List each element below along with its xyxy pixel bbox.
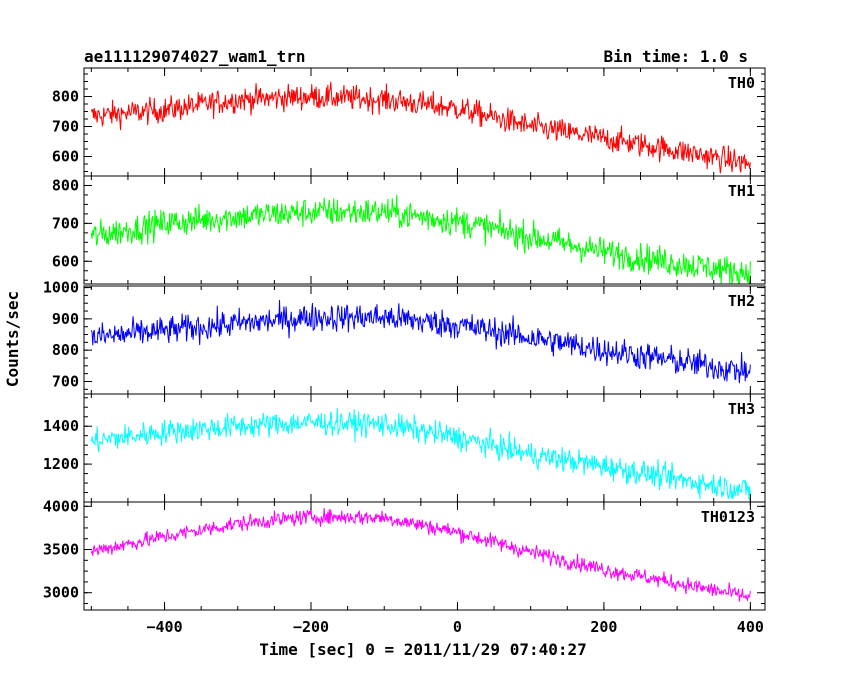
panel-th0123: 3000 3500 4000 TH0123 xyxy=(43,497,766,611)
series-line-th3 xyxy=(90,407,751,500)
panel-th1: 600 700 800 TH1 xyxy=(52,175,766,285)
x-tick-label: 0 xyxy=(453,618,462,636)
series-line-th1 xyxy=(90,194,751,284)
y-tick-label: 800 xyxy=(52,88,79,106)
series-line-th0 xyxy=(90,81,751,174)
y-tick-label: 800 xyxy=(52,341,79,359)
chart-title: ae111129074027_wam1_trn xyxy=(84,47,306,66)
panel-frame xyxy=(83,501,766,611)
y-tick-label: 1000 xyxy=(43,279,79,297)
panels: 600 700 800 TH0 600 700 800 TH1 700 800 900 1000 TH2… xyxy=(43,67,766,611)
y-tick-label: 700 xyxy=(52,118,79,136)
y-tick-label: 3000 xyxy=(43,584,79,602)
x-tick-label: 400 xyxy=(737,618,764,636)
x-axis: −400 −200 0 200 400 xyxy=(146,618,763,636)
y-tick-label: 900 xyxy=(52,310,79,328)
panel-name-label: TH0123 xyxy=(701,508,755,526)
y-tick-label: 4000 xyxy=(43,497,79,515)
panel-th3: 1200 1400 TH3 xyxy=(43,393,766,503)
panel-name-label: TH1 xyxy=(728,182,755,200)
panel-name-label: TH3 xyxy=(728,400,755,418)
y-tick-label: 800 xyxy=(52,176,79,194)
series-line-th0123 xyxy=(90,507,751,603)
panel-frame xyxy=(83,393,766,503)
y-tick-label: 3500 xyxy=(43,541,79,559)
x-tick-label: −200 xyxy=(293,618,329,636)
panel-frame xyxy=(83,67,766,177)
bin-time-label: Bin time: 1.0 s xyxy=(604,47,749,66)
panel-th0: 600 700 800 TH0 xyxy=(52,67,766,177)
x-tick-label: 200 xyxy=(590,618,617,636)
y-axis-label: Counts/sec xyxy=(3,291,22,387)
x-tick-label: −400 xyxy=(146,618,182,636)
y-tick-label: 1200 xyxy=(43,455,79,473)
series-line-th2 xyxy=(90,299,751,384)
y-tick-label: 600 xyxy=(52,148,79,166)
panel-frame xyxy=(83,175,766,285)
x-axis-label: Time [sec] 0 = 2011/11/29 07:40:27 xyxy=(259,640,587,659)
y-tick-label: 700 xyxy=(52,372,79,390)
y-tick-label: 1400 xyxy=(43,417,79,435)
panel-th2: 700 800 900 1000 TH2 xyxy=(43,279,766,395)
y-tick-label: 600 xyxy=(52,252,79,270)
panel-name-label: TH0 xyxy=(728,74,755,92)
y-tick-label: 700 xyxy=(52,214,79,232)
panel-name-label: TH2 xyxy=(728,292,755,310)
